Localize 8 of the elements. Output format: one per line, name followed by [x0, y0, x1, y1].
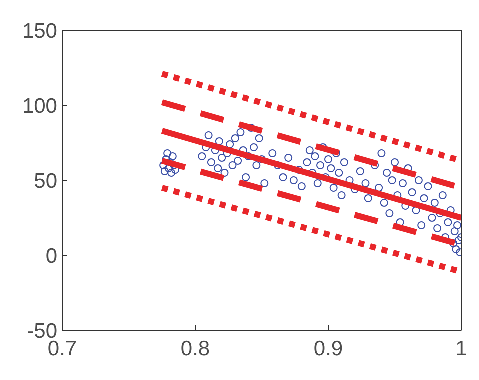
x-tick-label: 0.7 — [48, 338, 78, 360]
y-tick-label: 0 — [46, 245, 58, 268]
x-tick-label: 1 — [456, 338, 468, 360]
y-tick-label: 50 — [34, 170, 58, 193]
y-tick-label: 100 — [22, 95, 58, 118]
x-tick-label: 0.8 — [180, 338, 210, 360]
x-tick-label: 0.9 — [314, 338, 344, 360]
y-tick-label: 150 — [22, 20, 58, 43]
